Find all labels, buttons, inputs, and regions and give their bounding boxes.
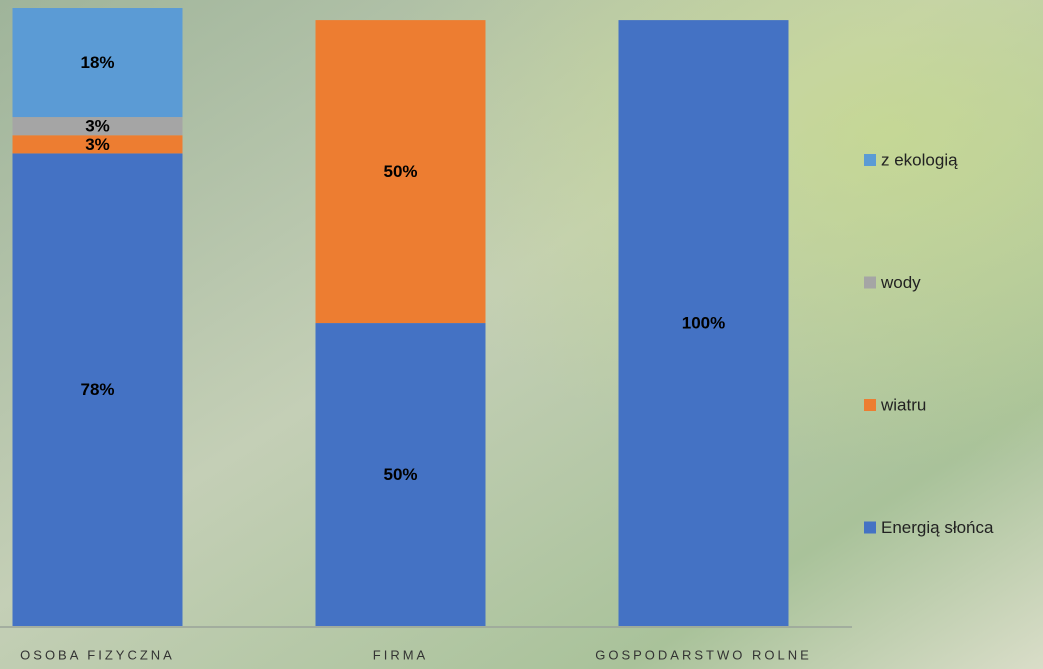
data-label: 3% — [85, 135, 110, 154]
legend-swatch — [864, 277, 876, 289]
legend-swatch — [864, 399, 876, 411]
legend-label: wody — [880, 273, 921, 292]
data-label: 18% — [80, 53, 114, 72]
legend-label: wiatru — [880, 395, 926, 414]
data-label: 50% — [383, 465, 417, 484]
data-label: 3% — [85, 117, 110, 136]
x-tick-label: OSOBA FIZYCZNA — [20, 647, 175, 662]
legend-swatch — [864, 522, 876, 534]
data-label: 78% — [80, 380, 114, 399]
legend-label: z ekologią — [881, 150, 958, 169]
x-tick-label: GOSPODARSTWO ROLNE — [595, 647, 812, 662]
x-tick-label: FIRMA — [373, 647, 428, 662]
data-label: 50% — [383, 162, 417, 181]
legend-swatch — [864, 154, 876, 166]
page: {"chart_data": {"type": "stacked-bar", "… — [0, 0, 1043, 669]
legend-label: Energią słońca — [881, 518, 994, 537]
chart: OSOBA FIZYCZNA 78% 3%3% 18% FIRMA 50% 50% GOSPO… — [0, 0, 1043, 669]
data-label: 100% — [682, 314, 725, 333]
